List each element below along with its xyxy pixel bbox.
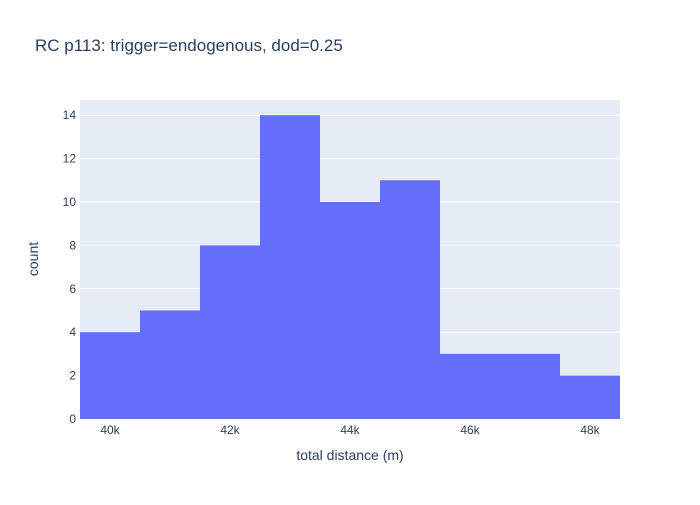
- y-tick-label: 4: [69, 325, 76, 339]
- y-tick-label: 0: [69, 412, 76, 426]
- y-axis-ticks: 0 2 4 6 8 10 12 14: [63, 108, 77, 426]
- y-tick-label: 8: [69, 238, 76, 252]
- y-tick-label: 14: [63, 108, 77, 122]
- chart-title: RC p113: trigger=endogenous, dod=0.25: [35, 36, 343, 55]
- y-axis-title: count: [25, 242, 41, 276]
- histogram-bar: [260, 115, 320, 419]
- histogram-bar: [80, 332, 140, 419]
- y-tick-label: 6: [69, 282, 76, 296]
- histogram-bar: [200, 245, 260, 419]
- x-tick-label: 46k: [460, 423, 480, 437]
- y-tick-label: 10: [63, 195, 77, 209]
- histogram-bar: [560, 375, 620, 419]
- x-tick-label: 40k: [100, 423, 120, 437]
- histogram-bar: [140, 310, 200, 419]
- x-axis-title: total distance (m): [296, 447, 403, 463]
- x-tick-label: 42k: [220, 423, 240, 437]
- x-tick-label: 44k: [340, 423, 360, 437]
- x-tick-label: 48k: [580, 423, 600, 437]
- bars: [80, 115, 620, 419]
- histogram-bar: [320, 201, 380, 419]
- histogram-bar: [500, 353, 560, 419]
- y-tick-label: 12: [63, 152, 77, 166]
- x-axis-ticks: 40k 42k 44k 46k 48k: [100, 423, 600, 437]
- y-tick-label: 2: [69, 369, 76, 383]
- histogram-bar: [380, 180, 440, 419]
- histogram-bar: [440, 353, 500, 419]
